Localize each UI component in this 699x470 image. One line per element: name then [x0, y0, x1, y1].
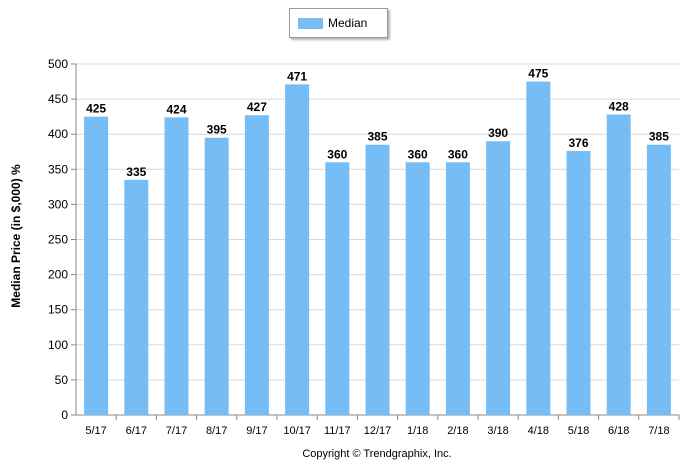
- x-tick-label: 3/18: [487, 425, 508, 437]
- bar-11/17: [325, 162, 350, 415]
- data-label: 376: [568, 136, 588, 150]
- data-label: 471: [287, 69, 307, 83]
- copyright-footer: Copyright © Trendgraphix, Inc.: [302, 448, 452, 460]
- y-tick-label: 50: [55, 373, 69, 387]
- y-tick-label: 450: [48, 92, 68, 106]
- data-label: 335: [126, 165, 146, 179]
- data-label: 475: [528, 67, 548, 81]
- bar-4/18: [526, 81, 551, 416]
- x-tick-label: 9/17: [246, 425, 267, 437]
- x-tick-label: 11/17: [324, 425, 351, 437]
- data-label: 427: [247, 100, 267, 114]
- data-label: 360: [327, 147, 347, 161]
- x-axis-ticks: 5/17 6/17 7/17 8/17 9/17 10/17 11/17 12/17 1/18 2…: [85, 415, 680, 437]
- y-tick-label: 100: [48, 338, 68, 352]
- x-tick-label: 4/18: [528, 425, 549, 437]
- y-tick-label: 350: [48, 162, 68, 176]
- data-label: 395: [207, 123, 227, 137]
- x-tick-label: 12/17: [364, 425, 392, 437]
- bar-2/18: [445, 162, 470, 415]
- bar-7/18: [646, 144, 671, 416]
- y-tick-label: 300: [48, 197, 68, 211]
- data-label: 360: [408, 147, 428, 161]
- x-tick-label: 5/18: [568, 425, 589, 437]
- x-tick-label: 2/18: [447, 425, 468, 437]
- y-tick-label: 400: [48, 127, 68, 141]
- data-label: 424: [166, 102, 186, 116]
- data-label: 425: [86, 102, 106, 116]
- bar-9/17: [244, 115, 269, 415]
- data-label: 428: [609, 100, 629, 114]
- x-tick-label: 7/17: [166, 425, 187, 437]
- data-labels: 425 335 424 395 427 471 360 385 360 360 390 475 376 4…: [86, 67, 669, 179]
- bar-1/18: [405, 162, 430, 415]
- y-tick-label: 150: [48, 303, 68, 317]
- x-tick-label: 8/17: [206, 425, 227, 437]
- y-tick-label: 0: [61, 408, 68, 422]
- bar-12/17: [365, 144, 390, 416]
- data-label: 360: [448, 147, 468, 161]
- y-tick-label: 200: [48, 268, 68, 282]
- bar-10/17: [285, 84, 310, 415]
- bar-8/17: [204, 137, 229, 415]
- x-tick-label: 7/18: [648, 425, 669, 437]
- legend-swatch: [298, 17, 323, 29]
- y-axis-title: Median Price (in $,000) %: [9, 164, 23, 308]
- x-tick-label: 5/17: [85, 425, 106, 437]
- bar-6/17: [124, 179, 149, 415]
- y-tick-label: 250: [48, 233, 68, 247]
- y-axis-ticks: 0 50 100 150 200 250 300 350 400 450 500: [48, 57, 77, 422]
- data-label: 390: [488, 126, 508, 140]
- bar-3/18: [486, 141, 511, 415]
- bar-6/18: [606, 114, 631, 415]
- x-tick-label: 6/18: [608, 425, 629, 437]
- legend: Median: [289, 8, 388, 38]
- bars: [84, 81, 671, 416]
- data-label: 385: [649, 130, 669, 144]
- x-tick-label: 10/17: [283, 425, 311, 437]
- x-tick-label: 6/17: [126, 425, 147, 437]
- data-label: 385: [367, 130, 387, 144]
- bar-5/18: [566, 151, 591, 415]
- legend-label: Median: [328, 16, 368, 30]
- y-tick-label: 500: [48, 57, 68, 71]
- x-tick-label: 1/18: [407, 425, 428, 437]
- bar-5/17: [84, 116, 109, 416]
- bar-7/17: [164, 117, 189, 416]
